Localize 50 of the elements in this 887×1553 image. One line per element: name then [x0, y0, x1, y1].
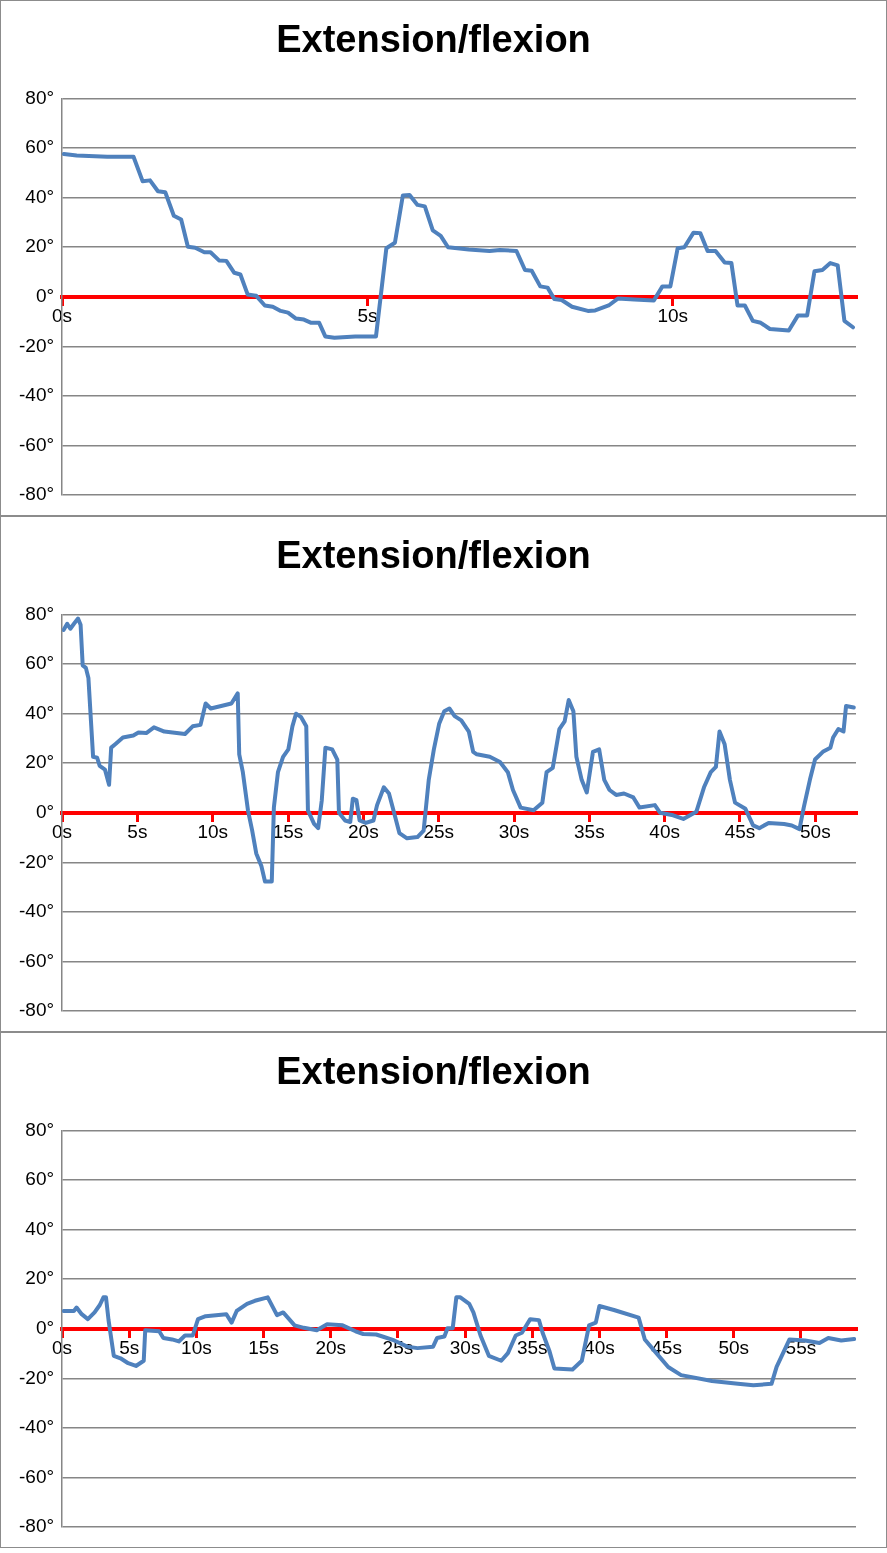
y-tick-label: 0° — [35, 801, 55, 823]
chart-title: Extension/flexion — [276, 18, 591, 61]
x-tick-label: 35s — [516, 1337, 548, 1359]
x-tick-label: 40s — [584, 1337, 615, 1359]
y-tick-label: -80° — [19, 999, 55, 1021]
x-tick-label: 50s — [718, 1337, 750, 1359]
x-tick-label: 20s — [348, 821, 379, 843]
y-tick-label: 40° — [25, 185, 55, 207]
y-tick-label: 80° — [25, 1118, 55, 1140]
x-tick-label: 10s — [197, 821, 229, 843]
x-tick-label: 40s — [649, 821, 680, 843]
y-tick-label: -60° — [19, 949, 55, 971]
x-tick-label: 20s — [315, 1337, 347, 1359]
chart-title: Extension/flexion — [276, 534, 591, 577]
y-tick-label: 60° — [25, 136, 55, 158]
x-tick-label: 35s — [574, 821, 605, 843]
x-tick-label: 30s — [498, 821, 530, 843]
y-tick-label: 20° — [25, 235, 55, 257]
y-tick-label: 20° — [25, 1267, 55, 1289]
y-tick-label: -80° — [19, 1515, 55, 1537]
y-tick-label: -40° — [19, 1416, 55, 1438]
x-tick-label: 50s — [800, 821, 831, 843]
y-tick-label: 0° — [35, 1317, 55, 1339]
x-tick-label: 25s — [423, 821, 455, 843]
x-tick-label: 10s — [657, 305, 689, 327]
y-tick-label: 80° — [25, 602, 55, 624]
y-tick-label: -60° — [19, 1465, 55, 1487]
y-tick-label: 0° — [35, 285, 55, 307]
y-tick-label: 20° — [25, 751, 55, 773]
y-tick-label: -80° — [19, 483, 55, 505]
y-tick-label: -20° — [19, 1366, 55, 1388]
x-tick-label: 5s — [357, 305, 378, 327]
y-tick-label: 80° — [25, 86, 55, 108]
x-tick-label: 30s — [449, 1337, 481, 1359]
y-tick-label: -20° — [19, 850, 55, 872]
y-tick-label: 40° — [25, 1217, 55, 1239]
y-tick-label: 60° — [25, 652, 55, 674]
y-tick-label: 60° — [25, 1168, 55, 1190]
y-tick-label: -40° — [19, 900, 55, 922]
chart-title: Extension/flexion — [276, 1050, 591, 1093]
x-tick-label: 5s — [127, 821, 148, 843]
y-tick-label: -40° — [19, 384, 55, 406]
x-tick-label: 10s — [181, 1337, 212, 1359]
y-tick-label: 40° — [25, 701, 55, 723]
x-tick-label: 45s — [724, 821, 756, 843]
x-tick-label: 15s — [272, 821, 304, 843]
x-tick-label: 15s — [248, 1337, 279, 1359]
x-tick-label: 5s — [119, 1337, 140, 1359]
y-tick-label: -60° — [19, 433, 55, 455]
y-tick-label: -20° — [19, 334, 55, 356]
